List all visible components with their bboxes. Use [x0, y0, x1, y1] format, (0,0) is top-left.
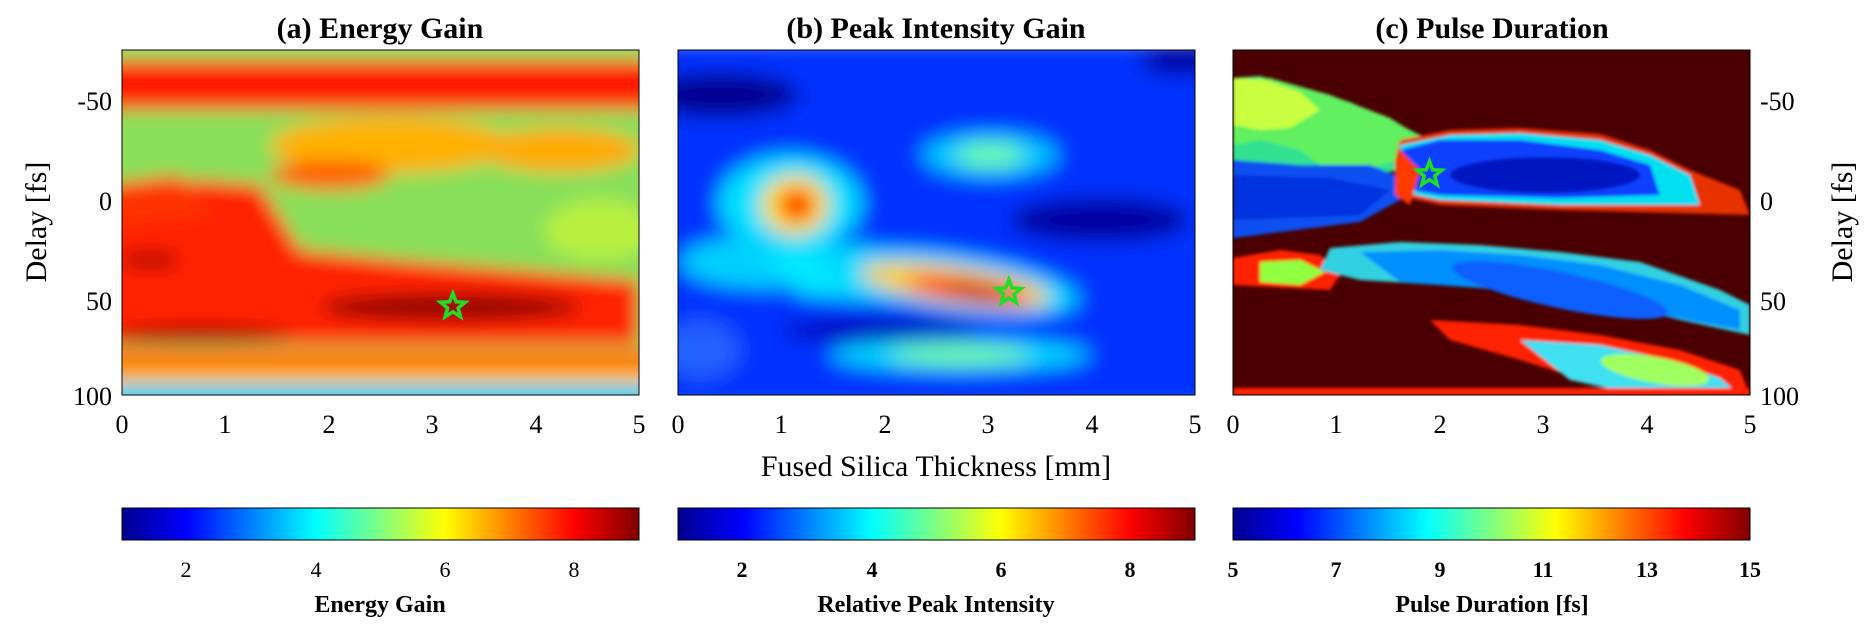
- x-tick: 5: [633, 410, 646, 439]
- panel-b-title: (b) Peak Intensity Gain: [786, 12, 1086, 45]
- colorbar-tick: 4: [867, 557, 878, 582]
- x-tick: 0: [116, 410, 129, 439]
- colorbar-gradient: [121, 507, 640, 541]
- panel-peak-intensity-gain: (b) Peak Intensity Gain: [672, 12, 1202, 483]
- panel-c-y-label: Delay [fs]: [1826, 162, 1859, 283]
- panel-c-x-ticks: 0 1 2 3 4 5: [1227, 410, 1757, 439]
- x-tick: 4: [1086, 410, 1099, 439]
- colorbar-tick: 2: [737, 557, 748, 582]
- x-tick: 1: [1330, 410, 1343, 439]
- y-tick: 100: [1760, 382, 1799, 411]
- panel-energy-gain: (a) Energy Gain: [20, 12, 646, 439]
- x-tick: 5: [1189, 410, 1202, 439]
- panel-c-y-ticks: -50 0 50 100: [1760, 87, 1799, 411]
- x-tick: 5: [1744, 410, 1757, 439]
- x-tick: 3: [982, 410, 995, 439]
- x-tick: 4: [1641, 410, 1654, 439]
- panel-a-x-ticks: 0 1 2 3 4 5: [116, 410, 646, 439]
- colorbar-tick: 4: [311, 557, 322, 582]
- y-tick: 50: [1760, 287, 1786, 316]
- colorbar-label: Relative Peak Intensity: [817, 592, 1054, 618]
- x-tick: 1: [219, 410, 232, 439]
- colorbar-tick: 13: [1636, 557, 1658, 582]
- panel-b-heatmap: [678, 50, 1195, 395]
- y-tick: -50: [1760, 87, 1795, 116]
- optimum-star-marker: [1412, 156, 1447, 189]
- colorbar-pulse-duration: 5 7 9 11 13 15 Pulse Duration [fs]: [1228, 507, 1761, 618]
- colorbar-tick: 5: [1228, 557, 1239, 582]
- colorbar-relative-peak-intensity: 2 4 6 8 Relative Peak Intensity: [677, 507, 1196, 618]
- colorbar-tick: 6: [996, 557, 1007, 582]
- x-tick: 1: [775, 410, 788, 439]
- x-tick: 2: [323, 410, 336, 439]
- y-tick: 0: [99, 187, 112, 216]
- colorbar-tick: 15: [1739, 557, 1761, 582]
- y-tick: 100: [73, 382, 112, 411]
- y-tick: -50: [77, 87, 112, 116]
- y-tick: 0: [1760, 187, 1773, 216]
- panel-a-title: (a) Energy Gain: [277, 12, 484, 45]
- colorbar-tick: 8: [1125, 557, 1136, 582]
- colorbar-tick: 6: [440, 557, 451, 582]
- colorbar-gradient: [677, 507, 1196, 541]
- y-tick: 50: [86, 287, 112, 316]
- x-tick: 2: [1434, 410, 1447, 439]
- x-tick: 0: [1227, 410, 1240, 439]
- colorbar-tick: 11: [1533, 557, 1554, 582]
- colorbar-label: Energy Gain: [314, 592, 445, 618]
- panel-c-heatmap: [1233, 50, 1750, 395]
- panel-pulse-duration: (c) Pulse Duration: [1227, 12, 1860, 439]
- optimum-star-marker: [435, 288, 470, 321]
- colorbar-tick: 2: [181, 557, 192, 582]
- x-tick: 4: [530, 410, 543, 439]
- x-tick: 3: [426, 410, 439, 439]
- panel-c-title: (c) Pulse Duration: [1375, 12, 1609, 45]
- panel-a-y-ticks: -50 0 50 100: [73, 87, 112, 411]
- shared-x-label: Fused Silica Thickness [mm]: [761, 450, 1111, 483]
- colorbar-tick: 9: [1435, 557, 1446, 582]
- colorbar-label: Pulse Duration [fs]: [1395, 592, 1588, 618]
- panel-a-heatmap: [122, 50, 639, 395]
- x-tick: 2: [879, 410, 892, 439]
- panel-b-x-ticks: 0 1 2 3 4 5: [672, 410, 1202, 439]
- colorbar-tick: 8: [569, 557, 580, 582]
- x-tick: 0: [672, 410, 685, 439]
- panel-a-y-label: Delay [fs]: [20, 162, 53, 283]
- colorbar-gradient: [1232, 507, 1751, 541]
- colorbar-energy-gain: 2 4 6 8 Energy Gain: [121, 507, 640, 618]
- colorbar-tick: 7: [1331, 557, 1342, 582]
- optimum-star-marker: [991, 274, 1026, 308]
- x-tick: 3: [1537, 410, 1550, 439]
